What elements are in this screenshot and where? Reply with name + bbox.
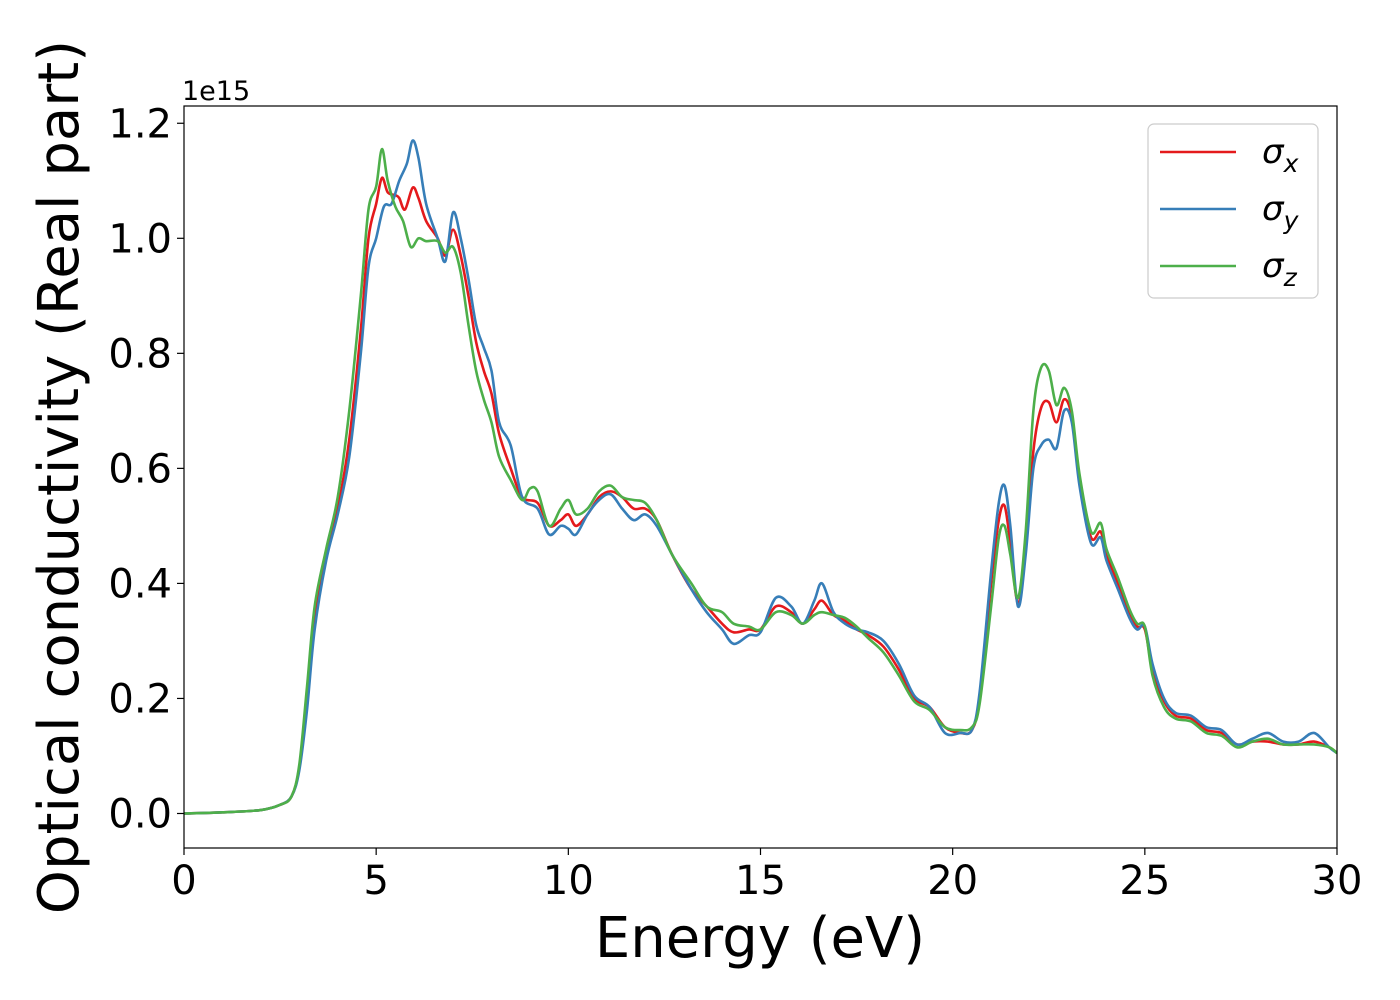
legend-label-sigma-z: σz — [1262, 246, 1298, 292]
series-line-sigma-z — [184, 147, 1337, 815]
y-tick-label: 1.0 — [108, 216, 172, 262]
x-tick-label: 25 — [1119, 858, 1170, 904]
x-tick-label: 20 — [927, 858, 978, 904]
series-line-sigma-y — [184, 139, 1337, 815]
legend-label-sigma-x: σx — [1262, 132, 1299, 178]
series-lines — [184, 139, 1337, 815]
legend-label-subscript: x — [1283, 149, 1299, 178]
x-tick-label: 0 — [171, 858, 196, 904]
y-tick-label: 0.6 — [108, 446, 172, 492]
legend-label-symbol: σ — [1262, 189, 1285, 229]
y-tick-label: 0.0 — [108, 791, 172, 837]
x-axis: 0 5 10 15 20 25 30 — [171, 848, 1362, 904]
legend-label-sigma-y: σy — [1262, 189, 1300, 235]
x-tick-label: 30 — [1312, 858, 1363, 904]
y-axis-title: Optical conductivity (Real part) — [27, 40, 92, 914]
y-axis: 0.0 0.2 0.4 0.6 0.8 1.0 1.2 — [108, 101, 184, 837]
legend-label-symbol: σ — [1262, 246, 1285, 286]
plot-area — [184, 106, 1337, 848]
x-tick-label: 15 — [735, 858, 786, 904]
legend-label-symbol: σ — [1262, 132, 1285, 172]
y-tick-label: 1.2 — [108, 101, 172, 147]
y-offset-label: 1e15 — [182, 76, 250, 107]
y-tick-label: 0.4 — [108, 561, 172, 607]
x-tick-label: 10 — [543, 858, 594, 904]
x-axis-title: Energy (eV) — [595, 906, 925, 971]
legend-label-subscript: z — [1283, 263, 1298, 292]
legend-box — [1147, 123, 1319, 299]
x-tick-label: 5 — [363, 858, 388, 904]
legend-label-subscript: y — [1283, 206, 1300, 235]
y-tick-label: 0.2 — [108, 676, 172, 722]
y-tick-label: 0.8 — [108, 331, 172, 377]
